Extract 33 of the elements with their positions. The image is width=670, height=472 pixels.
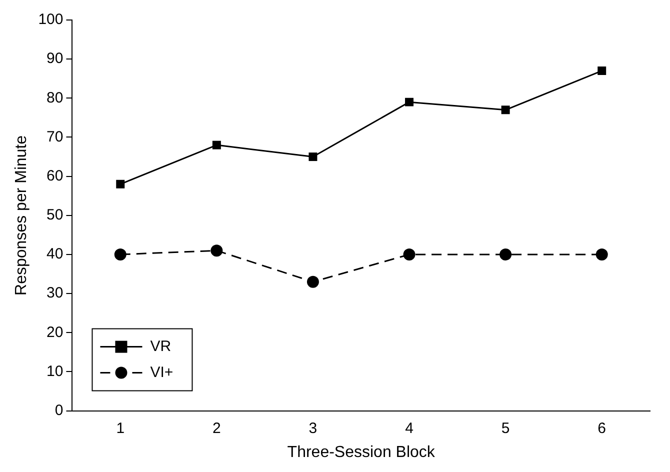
point <box>405 98 414 106</box>
y-axis-title: Responses per Minute <box>13 135 30 296</box>
point <box>114 248 126 260</box>
legend-label: VI+ <box>150 364 174 381</box>
x-tick-label: 3 <box>308 420 318 437</box>
y-tick-label: 40 <box>46 246 64 263</box>
point <box>598 66 606 76</box>
y-tick-label: 80 <box>46 89 64 106</box>
point <box>306 276 319 288</box>
point <box>210 244 223 257</box>
y-tick-label: 100 <box>38 11 64 28</box>
y-tick-label: 60 <box>46 167 64 184</box>
y-tick-label: 30 <box>46 284 64 302</box>
point <box>212 140 221 150</box>
y-tick-label: 0 <box>54 402 64 419</box>
y-tick-label: 70 <box>46 128 64 146</box>
x-axis-title: Three-Session Block <box>287 444 436 461</box>
x-tick-label: 1 <box>116 420 125 437</box>
x-tick-label: 6 <box>598 420 606 437</box>
x-tick-label: 5 <box>501 420 510 437</box>
y-tick-label: 10 <box>46 362 64 380</box>
y-tick-label: 20 <box>46 324 64 341</box>
y-tick-label: 90 <box>46 50 64 68</box>
point <box>308 152 318 162</box>
x-tick-label: 4 <box>405 420 414 437</box>
point <box>403 248 416 260</box>
legend-label: VR <box>150 338 172 355</box>
point <box>500 248 512 260</box>
point <box>596 248 608 260</box>
x-tick-label: 2 <box>212 420 221 437</box>
y-tick-label: 50 <box>46 206 64 224</box>
point <box>116 180 125 188</box>
point <box>501 106 510 114</box>
